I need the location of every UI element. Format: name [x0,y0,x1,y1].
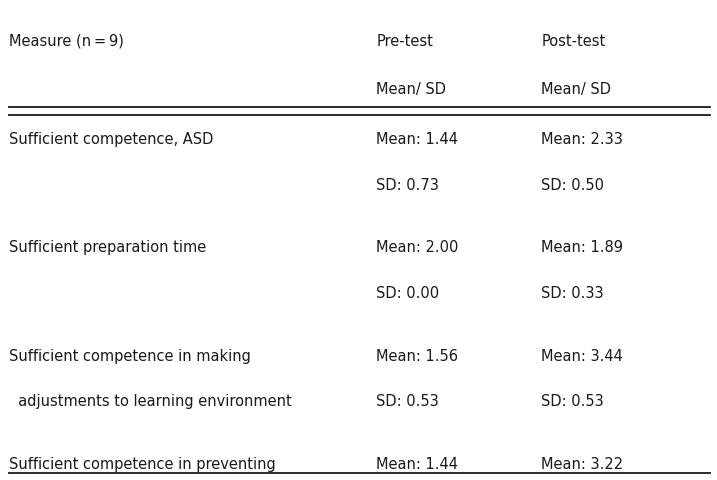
Text: SD: 0.53: SD: 0.53 [376,394,440,408]
Text: Mean: 2.00: Mean: 2.00 [376,240,459,255]
Text: Pre-test: Pre-test [376,34,433,48]
Text: Mean: 3.22: Mean: 3.22 [541,456,624,471]
Text: Mean: 1.44: Mean: 1.44 [376,456,458,471]
Text: SD: 0.33: SD: 0.33 [541,286,604,300]
Text: Mean: 3.44: Mean: 3.44 [541,348,623,363]
Text: Mean: 1.56: Mean: 1.56 [376,348,458,363]
Text: Mean/ SD: Mean/ SD [541,82,612,96]
Text: Sufficient competence, ASD: Sufficient competence, ASD [9,132,213,147]
Text: SD: 0.73: SD: 0.73 [376,178,440,192]
Text: Sufficient competence in preventing: Sufficient competence in preventing [9,456,275,471]
Text: Mean: 2.33: Mean: 2.33 [541,132,623,147]
Text: Mean/ SD: Mean/ SD [376,82,447,96]
Text: adjustments to learning environment: adjustments to learning environment [9,394,291,408]
Text: Sufficient preparation time: Sufficient preparation time [9,240,206,255]
Text: SD: 0.00: SD: 0.00 [376,286,440,300]
Text: Measure (n = 9): Measure (n = 9) [9,34,123,48]
Text: SD: 0.53: SD: 0.53 [541,394,604,408]
Text: Mean: 1.89: Mean: 1.89 [541,240,623,255]
Text: Mean: 1.44: Mean: 1.44 [376,132,458,147]
Text: Sufficient competence in making: Sufficient competence in making [9,348,250,363]
Text: Post-test: Post-test [541,34,606,48]
Text: SD: 0.50: SD: 0.50 [541,178,604,192]
